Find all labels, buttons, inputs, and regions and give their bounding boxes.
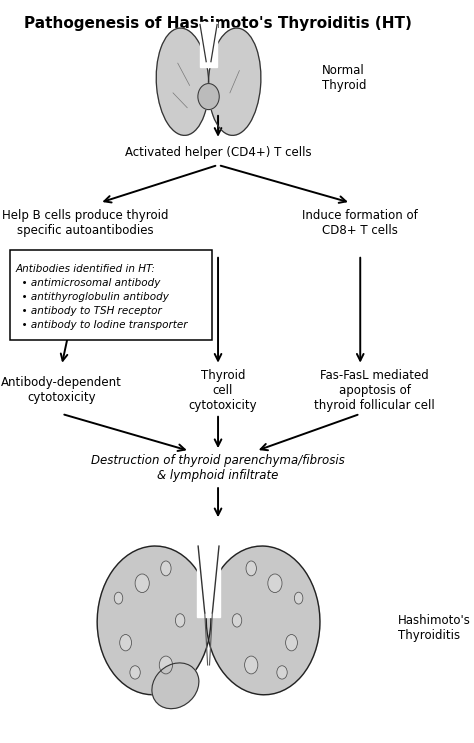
Ellipse shape bbox=[119, 635, 131, 651]
Text: Induce formation of
CD8+ T cells: Induce formation of CD8+ T cells bbox=[302, 209, 418, 237]
Text: Fas-FasL mediated
apoptosis of
thyroid follicular cell: Fas-FasL mediated apoptosis of thyroid f… bbox=[314, 369, 435, 412]
Ellipse shape bbox=[97, 546, 211, 695]
Text: Antibody-dependent
cytotoxicity: Antibody-dependent cytotoxicity bbox=[1, 376, 122, 404]
Text: Normal
Thyroid: Normal Thyroid bbox=[322, 64, 367, 92]
Ellipse shape bbox=[245, 656, 258, 674]
Text: Help B cells produce thyroid
specific autoantibodies: Help B cells produce thyroid specific au… bbox=[2, 209, 169, 237]
Ellipse shape bbox=[232, 614, 242, 627]
Bar bbox=[200, 22, 217, 67]
Text: Antibodies identified in HT:
  • antimicrosomal antibody
  • antithyroglobulin a: Antibodies identified in HT: • antimicro… bbox=[15, 265, 188, 330]
Ellipse shape bbox=[268, 574, 282, 593]
Ellipse shape bbox=[114, 592, 123, 604]
Text: Activated helper (CD4+) T cells: Activated helper (CD4+) T cells bbox=[125, 146, 311, 159]
Ellipse shape bbox=[159, 656, 173, 674]
Ellipse shape bbox=[152, 663, 199, 709]
Ellipse shape bbox=[285, 635, 298, 651]
Ellipse shape bbox=[206, 546, 320, 695]
FancyBboxPatch shape bbox=[10, 250, 212, 340]
Ellipse shape bbox=[209, 28, 261, 135]
Text: Hashimoto's
Thyroiditis: Hashimoto's Thyroiditis bbox=[398, 614, 471, 642]
Ellipse shape bbox=[277, 666, 287, 679]
Ellipse shape bbox=[135, 574, 149, 593]
Bar bbox=[197, 528, 220, 617]
Ellipse shape bbox=[161, 561, 171, 576]
Ellipse shape bbox=[294, 592, 303, 604]
Text: Pathogenesis of Hashimoto's Thyroiditis (HT): Pathogenesis of Hashimoto's Thyroiditis … bbox=[24, 16, 412, 31]
Ellipse shape bbox=[175, 614, 185, 627]
Text: Thyroid
cell
cytotoxicity: Thyroid cell cytotoxicity bbox=[189, 369, 257, 412]
Text: Destruction of thyroid parenchyma/fibrosis
& lymphoid infiltrate: Destruction of thyroid parenchyma/fibros… bbox=[91, 454, 345, 482]
Ellipse shape bbox=[156, 28, 209, 135]
Ellipse shape bbox=[198, 83, 219, 110]
Ellipse shape bbox=[246, 561, 256, 576]
Ellipse shape bbox=[130, 666, 140, 679]
